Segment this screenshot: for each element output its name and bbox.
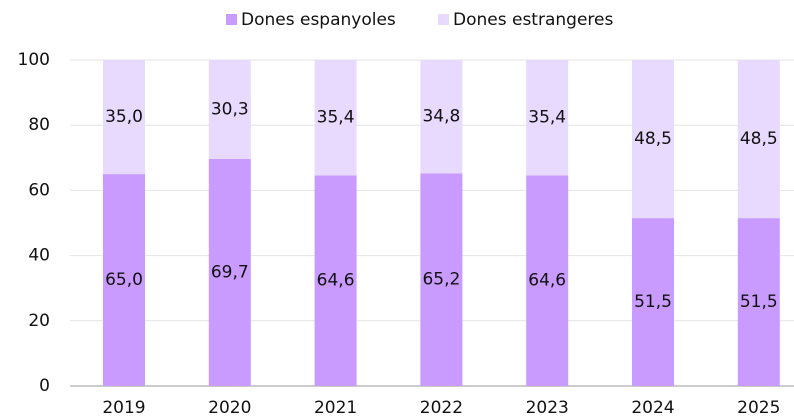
bar-segment [208,60,251,159]
data-label: 48,5 [634,129,672,149]
bar-segment [103,60,145,175]
data-label: 35,4 [528,108,566,128]
data-label: 65,2 [422,270,460,290]
data-label: 35,0 [105,107,143,127]
data-label: 48,5 [740,129,778,149]
y-tick-label: 60 [28,180,50,200]
y-tick-label: 20 [28,311,50,331]
legend-label: Dones espanyoles [241,10,396,30]
x-tick-label: 2025 [737,398,780,418]
bar-segment [420,60,463,174]
legend-swatch [438,14,449,25]
x-tick-label: 2019 [102,398,145,418]
bar-segment [737,218,780,386]
data-label: 69,7 [211,262,249,282]
bar-segment [314,60,357,176]
bar-segment [632,218,674,386]
y-tick-label: 0 [39,376,50,396]
data-label: 34,8 [422,107,460,127]
x-tick-label: 2020 [208,398,251,418]
x-tick-label: 2021 [314,398,357,418]
bar-segment [420,173,463,386]
data-label: 35,4 [317,108,355,128]
bar-segment [103,174,145,386]
data-label: 64,6 [317,271,355,291]
bar-segment [526,60,569,176]
x-tick-label: 2023 [526,398,569,418]
data-label: 30,3 [211,99,249,119]
bar-segment [737,60,780,219]
legend-label: Dones estrangeres [453,10,613,30]
y-tick-label: 80 [28,115,50,135]
data-label: 64,6 [528,271,566,291]
bar-segment [526,175,569,386]
legend-swatch [226,14,237,25]
x-tick-label: 2024 [631,398,674,418]
data-label: 51,5 [634,292,672,312]
bar-segment [632,60,674,219]
y-tick-label: 40 [28,246,50,266]
x-tick-label: 2022 [420,398,463,418]
data-label: 65,0 [105,270,143,290]
bar-segment [208,158,251,386]
y-tick-label: 100 [18,50,50,70]
data-label: 51,5 [740,292,778,312]
bar-segment [314,175,357,386]
